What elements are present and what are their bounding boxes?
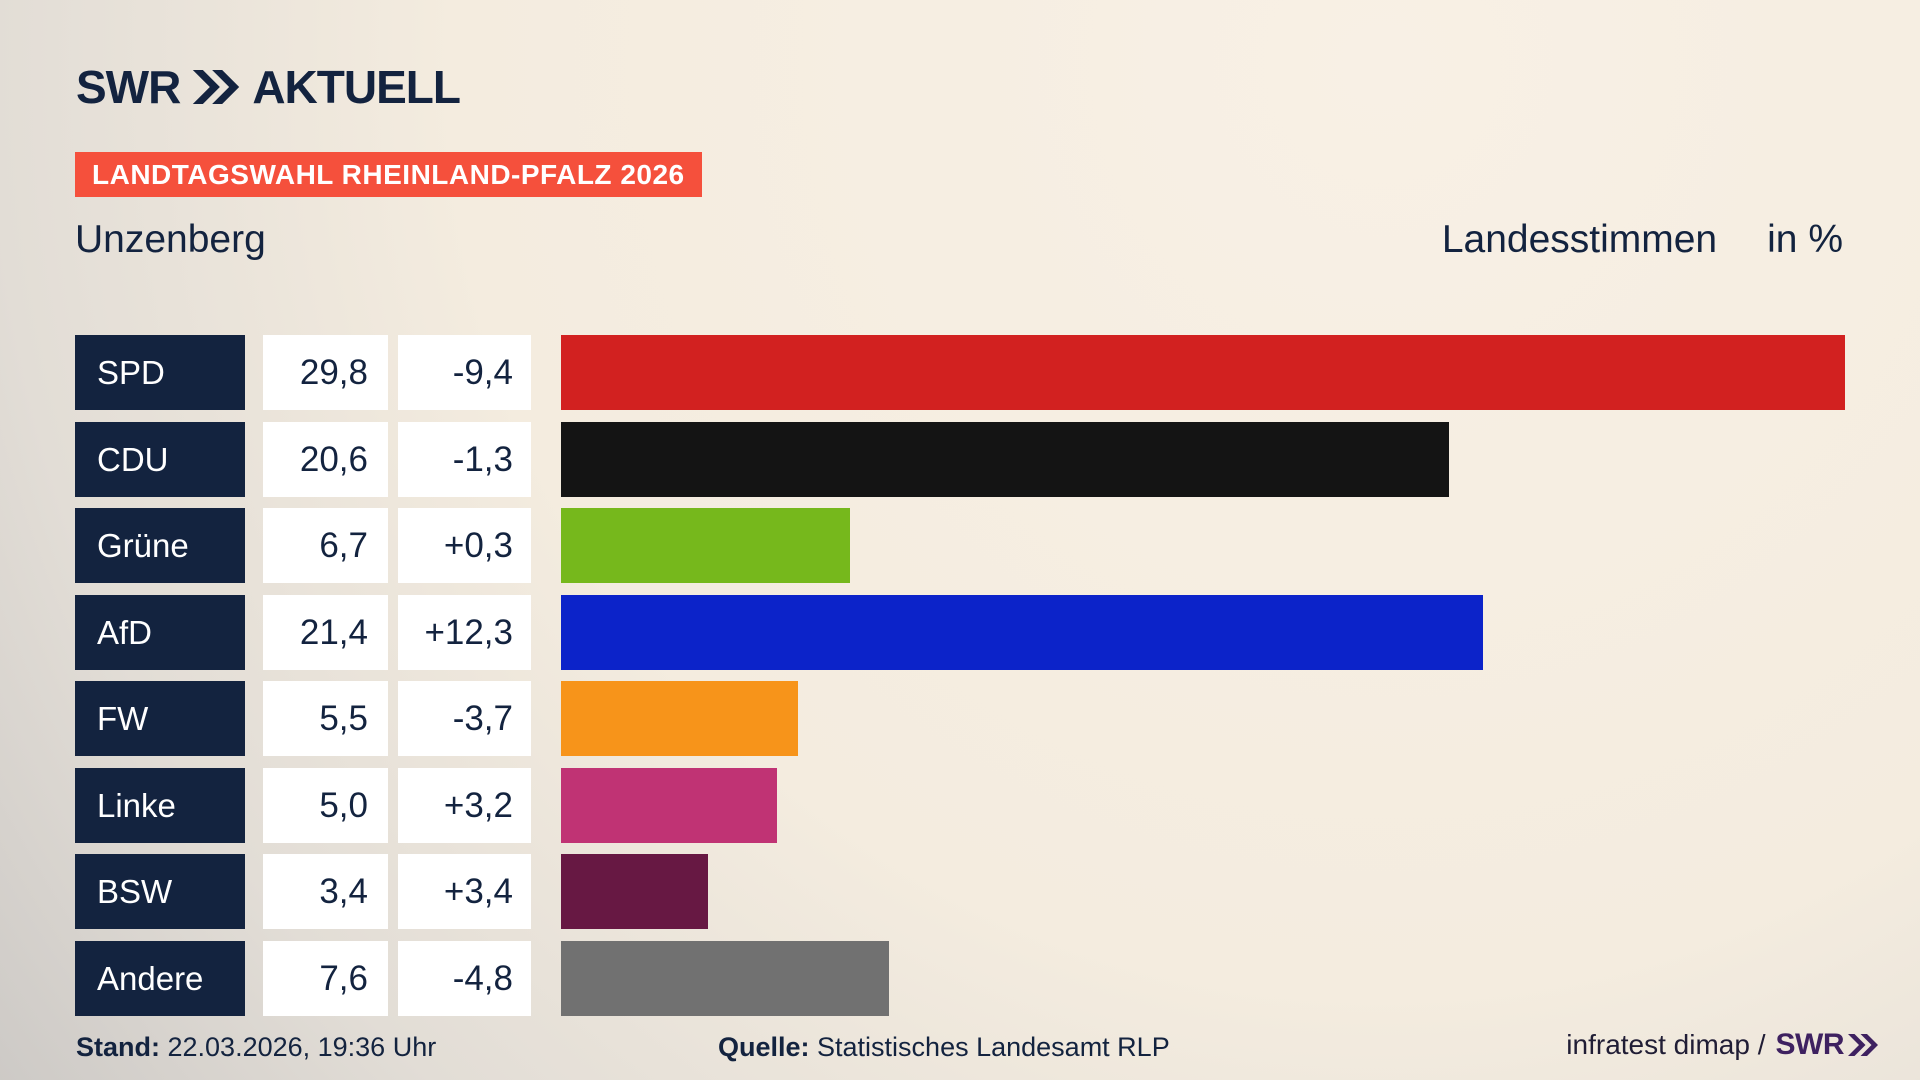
party-percentage: 5,0 bbox=[263, 768, 388, 843]
table-row: Linke 5,0 +3,2 bbox=[0, 768, 1920, 843]
table-row: CDU 20,6 -1,3 bbox=[0, 422, 1920, 497]
quelle-value: Statistisches Landesamt RLP bbox=[809, 1032, 1170, 1062]
double-chevron-icon bbox=[1848, 1034, 1878, 1056]
stand-timestamp: Stand: 22.03.2026, 19:36 Uhr bbox=[76, 1032, 436, 1063]
credit-text: infratest dimap / bbox=[1566, 1029, 1766, 1060]
party-percentage: 29,8 bbox=[263, 335, 388, 410]
result-bar bbox=[561, 854, 708, 929]
party-label: AfD bbox=[75, 595, 245, 670]
party-change: +0,3 bbox=[398, 508, 531, 583]
measure-title: Landesstimmen in % bbox=[1442, 218, 1843, 262]
table-row: AfD 21,4 +12,3 bbox=[0, 595, 1920, 670]
party-percentage: 6,7 bbox=[263, 508, 388, 583]
stand-label: Stand: bbox=[76, 1032, 160, 1062]
swr-footer-logo: SWR bbox=[1775, 1028, 1878, 1062]
swr-footer-logo-text: SWR bbox=[1775, 1028, 1845, 1061]
title-row: Unzenberg Landesstimmen in % bbox=[75, 218, 1843, 264]
stand-value: 22.03.2026, 19:36 Uhr bbox=[160, 1032, 437, 1062]
party-label: SPD bbox=[75, 335, 245, 410]
party-change: +3,4 bbox=[398, 854, 531, 929]
party-percentage: 3,4 bbox=[263, 854, 388, 929]
party-percentage: 7,6 bbox=[263, 941, 388, 1016]
party-label: CDU bbox=[75, 422, 245, 497]
result-bar bbox=[561, 508, 850, 583]
credit-line: infratest dimap / SWR bbox=[1566, 1028, 1878, 1062]
party-percentage: 5,5 bbox=[263, 681, 388, 756]
unit-label: in % bbox=[1767, 218, 1843, 261]
party-change: +12,3 bbox=[398, 595, 531, 670]
election-badge: LANDTAGSWAHL RHEINLAND-PFALZ 2026 bbox=[75, 152, 702, 197]
party-change: -1,3 bbox=[398, 422, 531, 497]
logo-suffix: AKTUELL bbox=[252, 61, 461, 113]
table-row: SPD 29,8 -9,4 bbox=[0, 335, 1920, 410]
party-percentage: 20,6 bbox=[263, 422, 388, 497]
swr-aktuell-logo: SWR AKTUELL bbox=[76, 60, 461, 114]
result-bar bbox=[561, 335, 1845, 410]
party-label: BSW bbox=[75, 854, 245, 929]
party-label: Grüne bbox=[75, 508, 245, 583]
party-label: Andere bbox=[75, 941, 245, 1016]
party-change: +3,2 bbox=[398, 768, 531, 843]
party-percentage: 21,4 bbox=[263, 595, 388, 670]
result-bar bbox=[561, 422, 1449, 497]
party-label: FW bbox=[75, 681, 245, 756]
party-label: Linke bbox=[75, 768, 245, 843]
page-title: Unzenberg bbox=[75, 218, 266, 261]
table-row: BSW 3,4 +3,4 bbox=[0, 854, 1920, 929]
measure-label: Landesstimmen bbox=[1441, 218, 1718, 261]
table-row: Andere 7,6 -4,8 bbox=[0, 941, 1920, 1016]
result-bar bbox=[561, 768, 777, 843]
party-change: -3,7 bbox=[398, 681, 531, 756]
result-bar bbox=[561, 595, 1483, 670]
quelle-label: Quelle: bbox=[718, 1032, 810, 1062]
party-change: -9,4 bbox=[398, 335, 531, 410]
swr-logo-text: SWR bbox=[76, 61, 181, 113]
result-bar bbox=[561, 681, 798, 756]
table-row: Grüne 6,7 +0,3 bbox=[0, 508, 1920, 583]
double-chevron-icon bbox=[192, 70, 240, 104]
result-bar bbox=[561, 941, 889, 1016]
source-line: Quelle: Statistisches Landesamt RLP bbox=[718, 1032, 1170, 1063]
footer: Stand: 22.03.2026, 19:36 Uhr Quelle: Sta… bbox=[0, 1028, 1920, 1070]
party-change: -4,8 bbox=[398, 941, 531, 1016]
table-row: FW 5,5 -3,7 bbox=[0, 681, 1920, 756]
